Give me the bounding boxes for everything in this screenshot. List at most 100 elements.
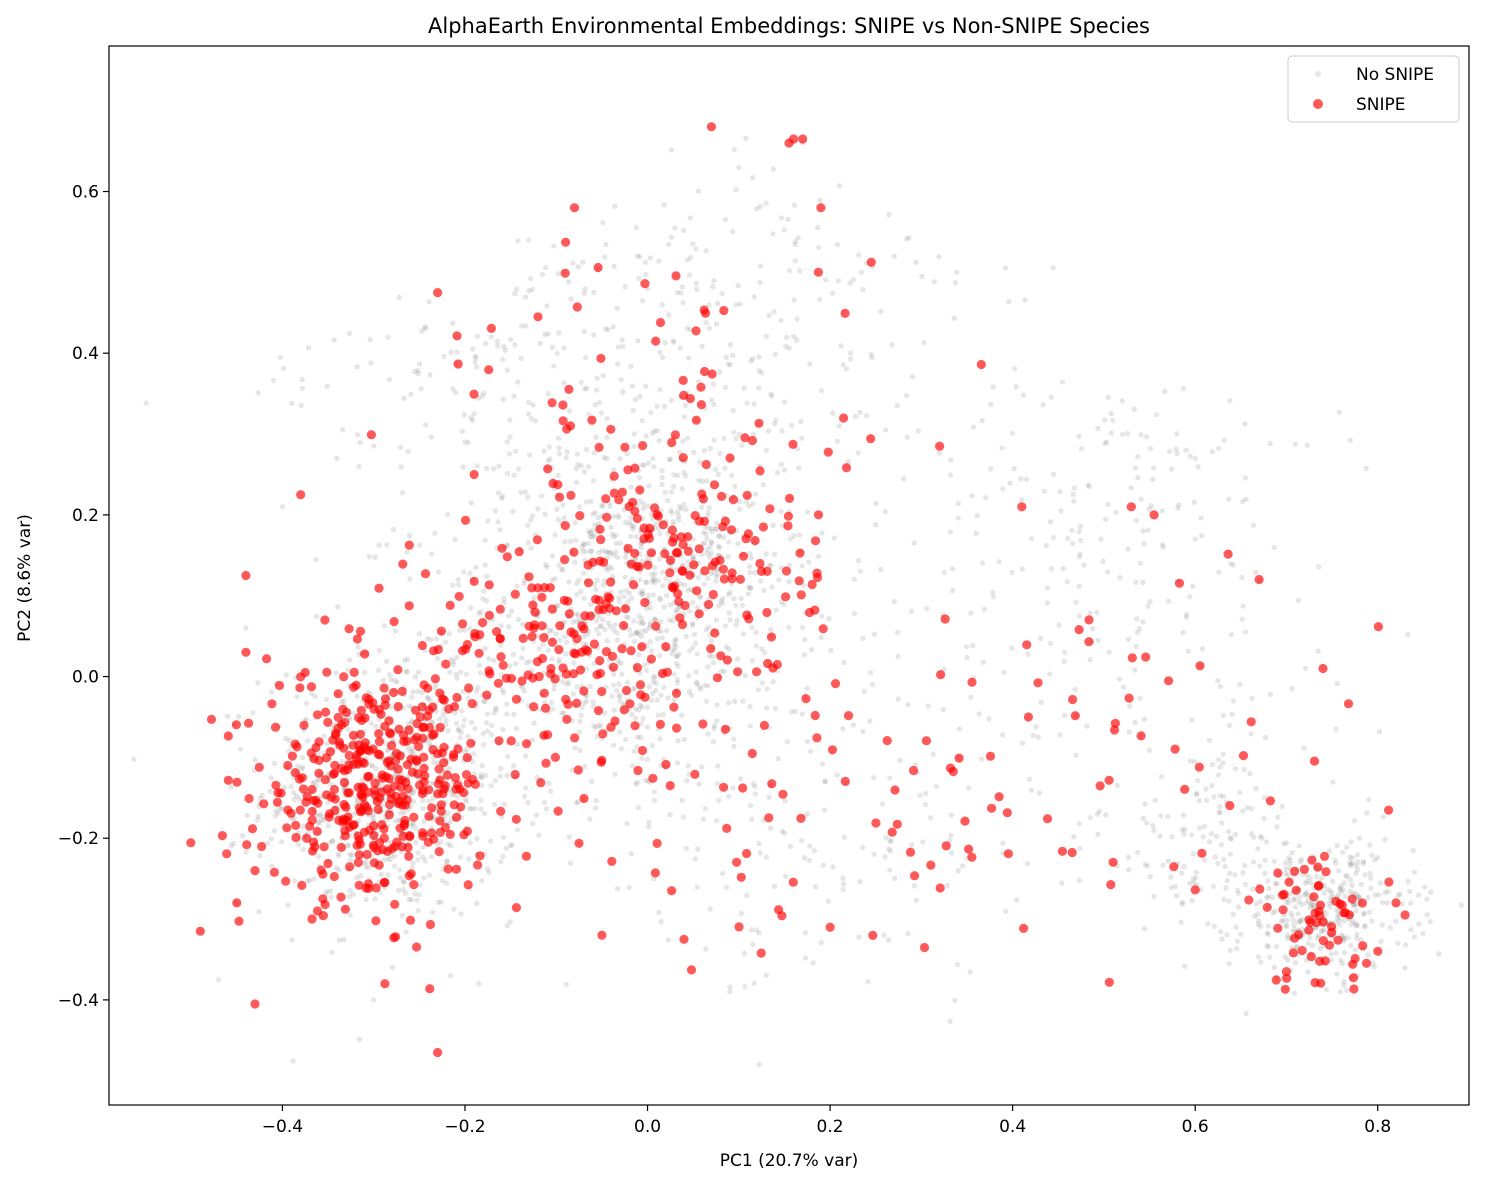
point-snipe xyxy=(352,634,362,644)
point-no-snipe xyxy=(1282,860,1289,866)
point-snipe xyxy=(429,834,439,844)
point-snipe xyxy=(511,903,521,913)
point-no-snipe xyxy=(1212,854,1218,860)
point-no-snipe xyxy=(1252,913,1258,920)
point-no-snipe xyxy=(526,452,533,458)
point-snipe xyxy=(696,400,707,410)
point-no-snipe xyxy=(1190,583,1196,589)
point-no-snipe xyxy=(773,607,779,613)
point-no-snipe xyxy=(669,651,675,657)
point-no-snipe xyxy=(815,225,821,231)
point-no-snipe xyxy=(812,884,819,890)
point-no-snipe xyxy=(885,937,892,943)
point-no-snipe xyxy=(754,927,760,933)
point-no-snipe xyxy=(1350,902,1357,908)
point-no-snipe xyxy=(275,810,281,816)
point-no-snipe xyxy=(566,834,572,840)
point-no-snipe xyxy=(519,621,526,628)
point-no-snipe xyxy=(278,839,285,845)
point-snipe xyxy=(752,667,762,677)
point-no-snipe xyxy=(1219,936,1225,942)
point-no-snipe xyxy=(668,507,674,513)
point-no-snipe xyxy=(1230,698,1237,704)
point-no-snipe xyxy=(1069,527,1075,533)
point-no-snipe xyxy=(596,550,602,556)
point-no-snipe xyxy=(549,577,555,583)
point-no-snipe xyxy=(507,919,513,925)
point-no-snipe xyxy=(376,647,382,654)
point-snipe xyxy=(478,618,488,628)
point-no-snipe xyxy=(346,330,353,337)
point-no-snipe xyxy=(431,759,437,766)
point-no-snipe xyxy=(725,553,731,560)
point-snipe xyxy=(1074,625,1084,635)
point-no-snipe xyxy=(1035,734,1042,740)
point-snipe xyxy=(484,365,494,375)
point-no-snipe xyxy=(708,539,715,546)
point-no-snipe xyxy=(630,523,637,529)
point-no-snipe xyxy=(1372,857,1378,863)
point-no-snipe xyxy=(731,429,737,435)
point-no-snipe xyxy=(1081,562,1087,568)
point-no-snipe xyxy=(615,344,621,350)
point-snipe xyxy=(537,621,547,631)
point-no-snipe xyxy=(450,658,457,665)
point-snipe xyxy=(232,777,242,787)
point-no-snipe xyxy=(585,540,591,547)
point-no-snipe xyxy=(861,688,867,694)
point-no-snipe xyxy=(605,327,611,333)
point-no-snipe xyxy=(545,458,551,464)
point-no-snipe xyxy=(419,328,425,334)
point-snipe xyxy=(384,773,394,784)
point-no-snipe xyxy=(591,723,597,729)
point-no-snipe xyxy=(772,421,778,427)
point-no-snipe xyxy=(627,626,633,633)
point-no-snipe xyxy=(1210,883,1217,890)
point-no-snipe xyxy=(1362,922,1368,929)
point-no-snipe xyxy=(651,789,657,795)
point-no-snipe xyxy=(609,693,615,699)
point-snipe xyxy=(890,785,900,795)
point-no-snipe xyxy=(1315,932,1322,939)
point-no-snipe xyxy=(1217,809,1223,816)
point-no-snipe xyxy=(426,872,433,878)
point-no-snipe xyxy=(734,656,741,662)
point-no-snipe xyxy=(415,850,422,856)
point-no-snipe xyxy=(1405,878,1411,885)
point-no-snipe xyxy=(990,589,996,596)
point-no-snipe xyxy=(1047,519,1054,525)
point-no-snipe xyxy=(738,910,744,917)
point-no-snipe xyxy=(670,338,676,344)
point-snipe xyxy=(451,784,461,794)
point-snipe xyxy=(309,837,319,847)
point-snipe xyxy=(1244,895,1254,905)
point-no-snipe xyxy=(476,611,482,617)
point-no-snipe xyxy=(770,679,776,685)
point-no-snipe xyxy=(339,427,346,433)
point-snipe xyxy=(1057,846,1067,856)
point-no-snipe xyxy=(626,520,633,526)
point-snipe xyxy=(485,669,495,679)
point-no-snipe xyxy=(566,680,572,686)
point-snipe xyxy=(391,932,401,942)
point-no-snipe xyxy=(504,711,510,717)
point-snipe xyxy=(498,660,508,670)
point-no-snipe xyxy=(750,941,756,948)
point-no-snipe xyxy=(555,271,561,277)
point-no-snipe xyxy=(685,672,692,679)
point-no-snipe xyxy=(504,470,511,477)
point-no-snipe xyxy=(674,676,680,682)
point-no-snipe xyxy=(477,774,483,781)
point-snipe xyxy=(677,620,688,630)
point-no-snipe xyxy=(476,981,482,987)
point-no-snipe xyxy=(530,402,536,408)
point-snipe xyxy=(1400,910,1410,920)
point-no-snipe xyxy=(525,540,531,546)
point-no-snipe xyxy=(622,284,628,290)
point-no-snipe xyxy=(951,315,957,321)
point-no-snipe xyxy=(1165,858,1172,864)
point-no-snipe xyxy=(457,627,463,633)
point-no-snipe xyxy=(897,757,903,763)
point-no-snipe xyxy=(792,241,798,248)
point-no-snipe xyxy=(628,533,634,540)
